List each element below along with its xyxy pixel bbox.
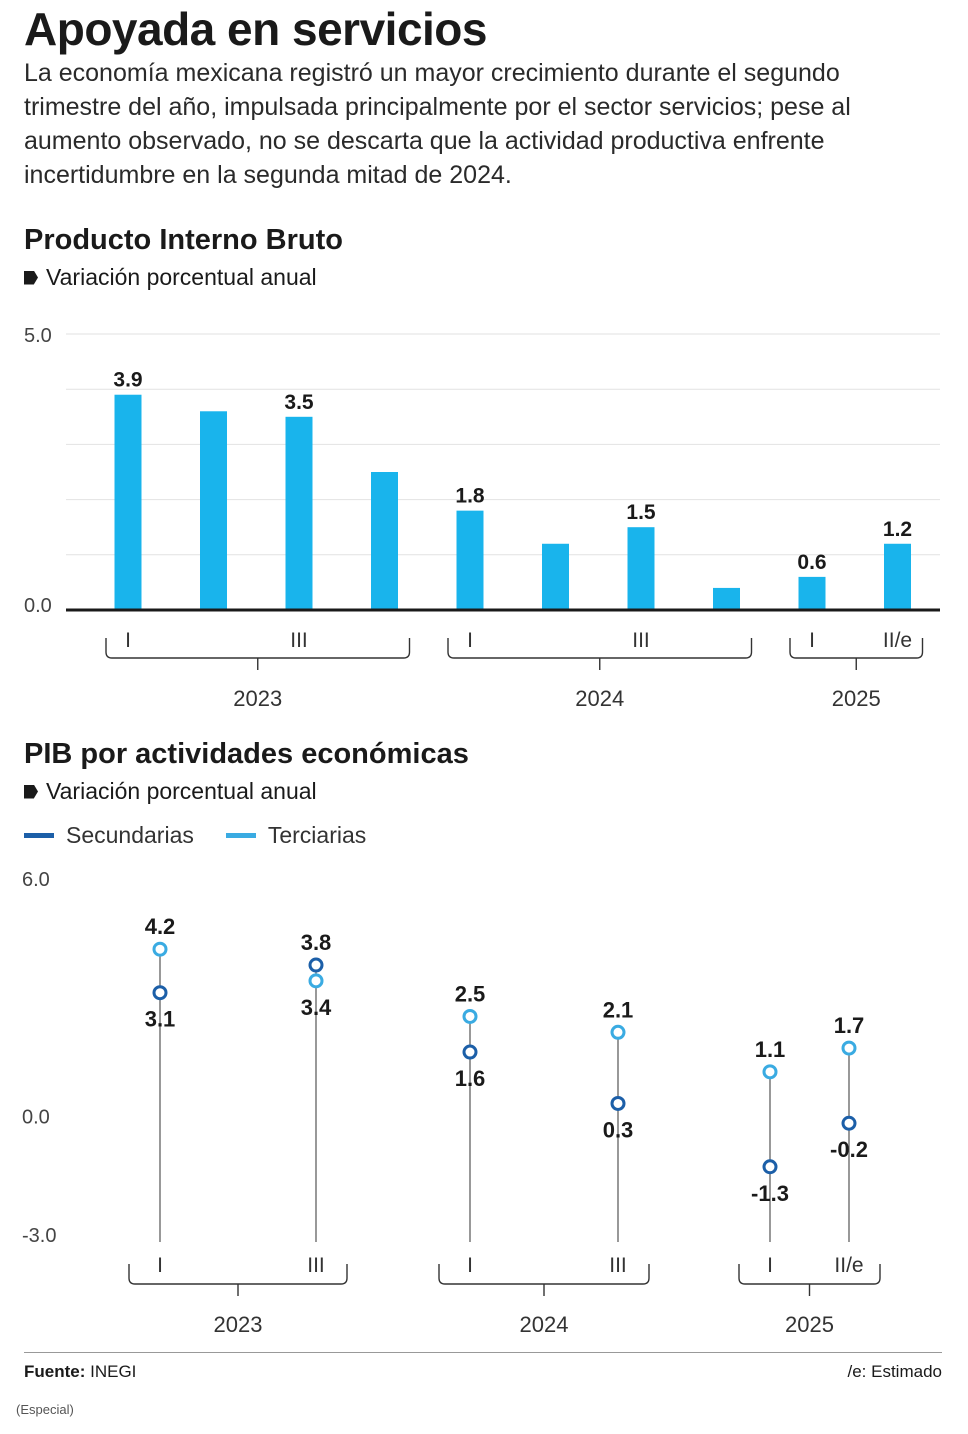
terciarias-value-label: 4.2 (145, 914, 176, 939)
terciarias-point (762, 1064, 778, 1080)
bullet-icon (24, 270, 38, 285)
x-tick-label: III (307, 1254, 325, 1277)
source: Fuente: INEGI (24, 1362, 136, 1382)
terciarias-point (462, 1008, 478, 1024)
source-label: Fuente: (24, 1362, 86, 1381)
bar (713, 587, 740, 610)
terciarias-value-label: 1.7 (834, 1013, 865, 1038)
bar (798, 576, 826, 610)
legend-label-terciarias: Terciarias (267, 822, 367, 848)
secundarias-value-label: 3.8 (301, 930, 332, 955)
terciarias-point (610, 1024, 626, 1040)
legend-swatch-terciarias (225, 833, 256, 838)
secundarias-value-label: -0.2 (830, 1137, 868, 1162)
x-tick-label: III (609, 1254, 627, 1277)
year-label: 2025 (832, 686, 881, 711)
y-tick-label: 0.0 (22, 1106, 50, 1128)
year-label: 2024 (520, 1312, 569, 1337)
intro-text: La economía mexicana registró un mayor c… (24, 59, 851, 189)
terciarias-point (841, 1040, 857, 1056)
x-tick-label: II/e (883, 629, 912, 652)
bar-value-label: 3.9 (113, 369, 142, 392)
secundarias-value-label: -1.3 (751, 1181, 789, 1206)
secundarias-point (762, 1159, 778, 1175)
credit: (Especial) (16, 1402, 74, 1417)
year-label: 2023 (214, 1312, 263, 1337)
activities-dot-chart: 6.0 0.0 -3.0 4.2 3.1 3.8 3.4 2.5 1.6 2.1 0.3 1.1 -1.… (22, 869, 881, 1337)
legend-label-secundarias: Secundarias (66, 822, 194, 848)
bar-value-label: 3.5 (284, 391, 314, 414)
x-tick-label: III (632, 629, 650, 652)
bar-value-label: 0.6 (797, 551, 826, 574)
x-tick-label: II/e (834, 1254, 863, 1277)
bar (114, 394, 142, 610)
secundarias-point (462, 1044, 478, 1060)
source-value: INEGI (90, 1362, 137, 1381)
x-tick-label: I (467, 629, 473, 652)
x-tick-label: I (157, 1254, 163, 1277)
terciarias-value-label: 1.1 (755, 1037, 786, 1062)
activities-chart-subtitle: Variación porcentual anual (24, 778, 317, 805)
year-bracket (105, 638, 411, 659)
x-tick-label: I (767, 1254, 773, 1277)
y-tick-label: 5.0 (24, 325, 52, 347)
bar (285, 416, 313, 610)
terciarias-value-label: 2.5 (455, 981, 486, 1006)
terciarias-point (308, 973, 324, 989)
secundarias-value-label: 1.6 (455, 1066, 486, 1091)
x-tick-label: I (809, 629, 815, 652)
year-label: 2024 (575, 686, 624, 711)
legend-swatch-secundarias (24, 833, 54, 838)
y-tick-label: -3.0 (22, 1225, 56, 1247)
secundarias-value-label: 3.1 (145, 1007, 176, 1032)
secundarias-point (308, 957, 324, 973)
secundarias-point (610, 1095, 626, 1111)
gdp-bar-chart: 5.00.03.93.51.81.50.61.2I III I III I II/e202… (24, 325, 940, 711)
x-tick-label: I (125, 629, 131, 652)
legend-item-terciarias: Terciarias (225, 822, 367, 849)
estimate-note: /e: Estimado (847, 1362, 943, 1381)
bar (200, 411, 227, 610)
x-tick-label: III (290, 629, 308, 652)
year-label: 2023 (233, 686, 282, 711)
bar (456, 510, 484, 610)
activities-chart-subtitle-text: Variación porcentual anual (46, 778, 317, 804)
gdp-chart-subtitle-text: Variación porcentual anual (46, 264, 317, 290)
secundarias-point (152, 985, 168, 1001)
x-tick-label: I (467, 1254, 473, 1277)
year-bracket (447, 638, 753, 659)
legend-item-secundarias: Secundarias (24, 822, 194, 849)
gdp-chart-title: Producto Interno Bruto (24, 224, 343, 256)
year-label: 2025 (785, 1312, 834, 1337)
bar-value-label: 1.2 (883, 518, 912, 541)
y-tick-label: 6.0 (22, 869, 50, 891)
y-tick-label: 0.0 (24, 595, 52, 617)
secundarias-point (841, 1115, 857, 1131)
bullet-icon (24, 784, 38, 799)
activities-chart-title: PIB por actividades económicas (24, 738, 469, 770)
terciarias-value-label: 3.4 (301, 995, 332, 1020)
bar (627, 527, 655, 610)
activities-legend: Secundarias Terciarias (24, 822, 398, 849)
secundarias-value-label: 0.3 (603, 1117, 634, 1142)
terciarias-point (152, 941, 168, 957)
bar-value-label: 1.8 (455, 485, 485, 508)
terciarias-value-label: 2.1 (603, 997, 634, 1022)
footer-divider (24, 1352, 942, 1353)
gdp-chart-subtitle: Variación porcentual anual (24, 264, 317, 291)
bar-value-label: 1.5 (626, 501, 656, 524)
bar (542, 543, 569, 610)
bar (884, 543, 911, 610)
bar (371, 472, 398, 610)
page-title: Apoyada en servicios (24, 3, 487, 55)
